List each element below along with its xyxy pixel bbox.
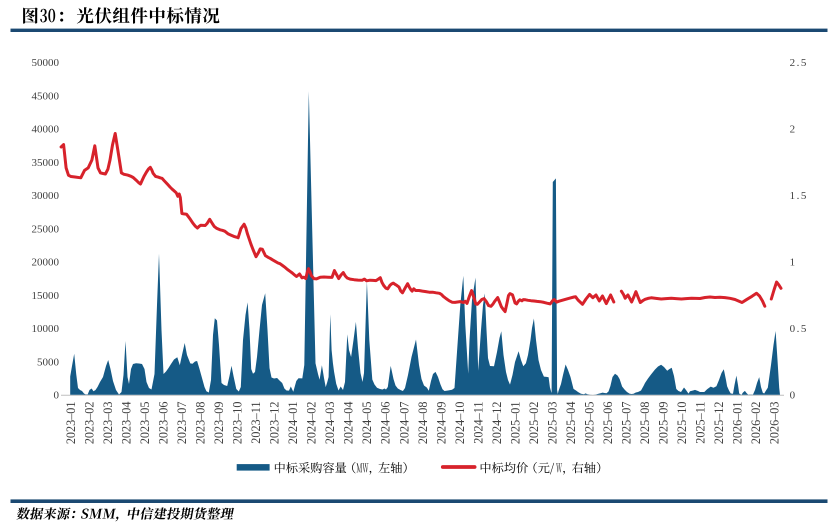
svg-text:2024–08: 2024–08	[416, 402, 430, 445]
svg-text:25000: 25000	[32, 223, 60, 235]
svg-text:0: 0	[790, 390, 796, 402]
svg-text:2024–07: 2024–07	[397, 402, 411, 445]
svg-text:2023–10: 2023–10	[231, 402, 245, 445]
svg-text:45000: 45000	[32, 90, 60, 102]
svg-text:2024–01: 2024–01	[286, 402, 300, 445]
svg-text:1.5: 1.5	[790, 190, 808, 202]
svg-text:5000: 5000	[37, 356, 60, 368]
svg-text:2023–04: 2023–04	[119, 402, 133, 445]
svg-text:2023–02: 2023–02	[82, 402, 96, 445]
svg-text:2023–05: 2023–05	[138, 402, 152, 445]
svg-text:30000: 30000	[32, 190, 60, 202]
svg-text:1: 1	[790, 257, 796, 269]
svg-text:2024–02: 2024–02	[305, 402, 319, 445]
svg-text:2026–03: 2026–03	[768, 402, 782, 445]
svg-text:2023–07: 2023–07	[175, 402, 189, 445]
svg-text:2025–05: 2025–05	[582, 402, 596, 445]
svg-text:0.5: 0.5	[790, 323, 808, 335]
svg-text:2025–09: 2025–09	[657, 402, 671, 445]
svg-text:50000: 50000	[32, 57, 60, 69]
svg-text:2024–05: 2024–05	[360, 402, 374, 445]
svg-text:2025–04: 2025–04	[564, 402, 578, 445]
svg-text:2025–06: 2025–06	[601, 402, 615, 445]
svg-text:2023–03: 2023–03	[101, 402, 115, 445]
svg-text:15000: 15000	[32, 290, 60, 302]
svg-text:10000: 10000	[32, 323, 60, 335]
svg-text:2023–11: 2023–11	[249, 402, 263, 444]
svg-text:2024–04: 2024–04	[342, 402, 356, 445]
svg-text:2023–12: 2023–12	[268, 402, 282, 445]
svg-text:2: 2	[790, 124, 796, 136]
svg-text:2025–07: 2025–07	[620, 402, 634, 445]
svg-text:2023–06: 2023–06	[157, 402, 171, 445]
svg-text:2024–12: 2024–12	[490, 402, 504, 445]
svg-text:2025–03: 2025–03	[545, 402, 559, 445]
svg-text:2.5: 2.5	[790, 57, 808, 69]
svg-text:2025–12: 2025–12	[712, 402, 726, 445]
svg-text:35000: 35000	[32, 157, 60, 169]
svg-text:0: 0	[54, 390, 60, 402]
svg-text:2024–09: 2024–09	[434, 402, 448, 445]
svg-text:2026–01: 2026–01	[731, 402, 745, 445]
svg-text:40000: 40000	[32, 124, 60, 136]
svg-text:2024–10: 2024–10	[453, 402, 467, 445]
svg-text:2024–11: 2024–11	[471, 402, 485, 444]
svg-text:2025–01: 2025–01	[508, 402, 522, 445]
svg-text:2023–08: 2023–08	[194, 402, 208, 445]
svg-text:2025–08: 2025–08	[638, 402, 652, 445]
svg-text:2025–02: 2025–02	[527, 402, 541, 445]
svg-text:2025–11: 2025–11	[694, 402, 708, 444]
svg-text:2026–02: 2026–02	[749, 402, 763, 445]
svg-text:20000: 20000	[32, 257, 60, 269]
svg-text:2024–06: 2024–06	[379, 402, 393, 445]
svg-text:2024–03: 2024–03	[323, 402, 337, 445]
svg-text:2023–09: 2023–09	[212, 402, 226, 445]
svg-text:2025–10: 2025–10	[675, 402, 689, 445]
svg-text:2023–01: 2023–01	[64, 402, 78, 445]
